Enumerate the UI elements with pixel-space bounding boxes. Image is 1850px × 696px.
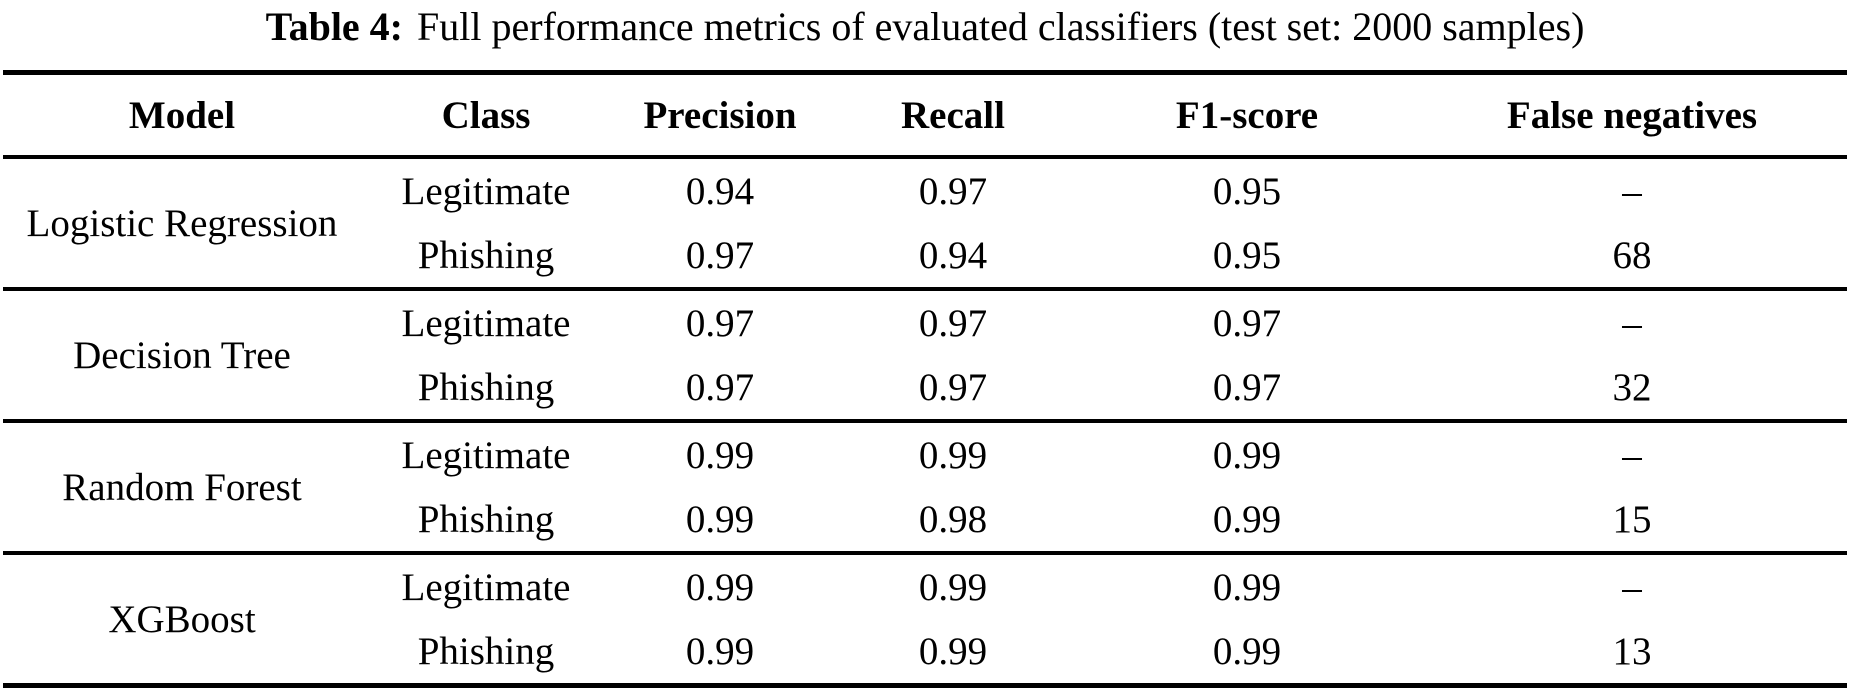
table-caption: Table 4: Full performance metrics of eval… <box>0 0 1850 49</box>
f1-score-cell: 0.99 <box>1212 497 1282 541</box>
model-group: Decision Tree Legitimate 0.97 0.97 0.97 – Phis… <box>3 289 1847 421</box>
table-row: Phishing 0.99 0.98 0.99 15 <box>3 487 1847 553</box>
table-row: Phishing 0.99 0.99 0.99 13 <box>3 619 1847 686</box>
recall-cell: 0.98 <box>918 497 988 541</box>
false-negatives-cell: 13 <box>1612 629 1652 673</box>
class-cell: Legitimate <box>401 565 571 609</box>
performance-metrics-table: Model Class Precision Recall F1-score False n… <box>3 70 1847 688</box>
precision-cell: 0.99 <box>685 565 755 609</box>
recall-cell: 0.97 <box>918 365 988 409</box>
recall-cell: 0.97 <box>918 169 988 213</box>
precision-cell: 0.99 <box>685 497 755 541</box>
model-name-cell: Decision Tree <box>73 333 291 377</box>
false-negatives-cell: 32 <box>1612 365 1652 409</box>
column-header-model: Model <box>128 93 236 137</box>
precision-cell: 0.99 <box>685 433 755 477</box>
precision-cell: 0.97 <box>685 233 755 277</box>
precision-cell: 0.94 <box>685 169 755 213</box>
precision-cell: 0.97 <box>685 365 755 409</box>
table-caption-text: Full performance metrics of evaluated cl… <box>417 4 1585 49</box>
table-row: Logistic Regression Legitimate 0.94 0.97 0.9… <box>3 157 1847 245</box>
model-group: Logistic Regression Legitimate 0.94 0.97 0.9… <box>3 157 1847 289</box>
table-row: XGBoost Legitimate 0.99 0.99 0.99 – <box>3 553 1847 641</box>
table-header: Model Class Precision Recall F1-score False n… <box>3 72 1847 158</box>
model-group: Random Forest Legitimate 0.99 0.99 0.99 – Phis… <box>3 421 1847 553</box>
table-row: Decision Tree Legitimate 0.97 0.97 0.97 – <box>3 289 1847 377</box>
precision-cell: 0.99 <box>685 629 755 673</box>
model-group: XGBoost Legitimate 0.99 0.99 0.99 – Phishing 0.… <box>3 553 1847 686</box>
class-cell: Phishing <box>417 365 555 409</box>
class-cell: Legitimate <box>401 301 571 345</box>
table-header-row: Model Class Precision Recall F1-score False n… <box>3 73 1847 158</box>
f1-score-cell: 0.99 <box>1212 565 1282 609</box>
f1-score-cell: 0.99 <box>1212 433 1282 477</box>
model-name-cell: Logistic Regression <box>26 201 338 245</box>
recall-cell: 0.94 <box>918 233 988 277</box>
column-header-precision: Precision <box>643 93 797 137</box>
precision-cell: 0.97 <box>685 301 755 345</box>
f1-score-cell: 0.97 <box>1212 365 1282 409</box>
column-header-recall: Recall <box>901 93 1005 137</box>
class-cell: Phishing <box>417 629 555 673</box>
table-row: Phishing 0.97 0.94 0.95 68 <box>3 223 1847 289</box>
f1-score-cell: 0.95 <box>1212 233 1282 277</box>
class-cell: Phishing <box>417 233 555 277</box>
table-caption-label: Table 4: <box>265 4 404 49</box>
recall-cell: 0.97 <box>918 301 988 345</box>
false-negatives-cell: – <box>1622 433 1642 477</box>
false-negatives-cell: – <box>1622 169 1642 213</box>
false-negatives-cell: 68 <box>1612 233 1652 277</box>
model-name-cell: Random Forest <box>62 465 302 509</box>
recall-cell: 0.99 <box>918 433 988 477</box>
false-negatives-cell: – <box>1622 565 1642 609</box>
class-cell: Legitimate <box>401 169 571 213</box>
column-header-class: Class <box>441 93 531 137</box>
f1-score-cell: 0.95 <box>1212 169 1282 213</box>
column-header-false-negatives: False negatives <box>1506 93 1758 137</box>
recall-cell: 0.99 <box>918 565 988 609</box>
false-negatives-cell: 15 <box>1612 497 1652 541</box>
f1-score-cell: 0.99 <box>1212 629 1282 673</box>
recall-cell: 0.99 <box>918 629 988 673</box>
model-name-cell: XGBoost <box>108 597 256 641</box>
f1-score-cell: 0.97 <box>1212 301 1282 345</box>
table-row: Random Forest Legitimate 0.99 0.99 0.99 – <box>3 421 1847 509</box>
false-negatives-cell: – <box>1622 301 1642 345</box>
table-row: Phishing 0.97 0.97 0.97 32 <box>3 355 1847 421</box>
column-header-f1-score: F1-score <box>1175 93 1319 137</box>
class-cell: Legitimate <box>401 433 571 477</box>
class-cell: Phishing <box>417 497 555 541</box>
